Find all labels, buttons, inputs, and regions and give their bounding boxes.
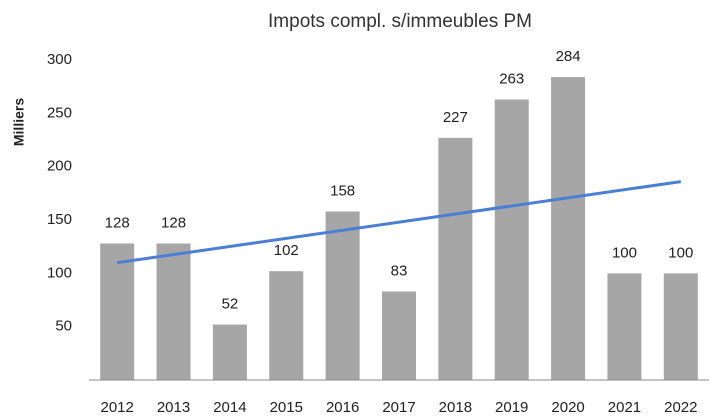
bar bbox=[212, 324, 247, 380]
x-tick-label: 2013 bbox=[157, 399, 190, 416]
x-tick-label: 2015 bbox=[270, 399, 303, 416]
y-tick-label: 100 bbox=[47, 264, 72, 281]
y-tick-label: 150 bbox=[47, 211, 72, 228]
x-tick-label: 2018 bbox=[439, 399, 472, 416]
x-tick-label: 2016 bbox=[326, 399, 359, 416]
x-tick-label: 2020 bbox=[551, 399, 584, 416]
y-tick-label: 250 bbox=[47, 104, 72, 121]
trend-line bbox=[116, 180, 682, 265]
data-label: 128 bbox=[161, 214, 186, 231]
data-label: 128 bbox=[105, 214, 130, 231]
bar bbox=[382, 291, 416, 380]
data-label: 100 bbox=[612, 244, 637, 261]
data-label: 83 bbox=[391, 262, 408, 279]
y-tick-label: 50 bbox=[55, 318, 72, 335]
bar bbox=[551, 77, 586, 381]
bar bbox=[269, 271, 304, 380]
bar bbox=[325, 211, 360, 380]
x-tick-label: 2012 bbox=[100, 399, 133, 416]
y-tick-label: 200 bbox=[47, 158, 72, 175]
x-tick-label: 2022 bbox=[664, 399, 697, 416]
data-label: 227 bbox=[443, 109, 468, 126]
data-label: 284 bbox=[556, 48, 581, 65]
bar bbox=[100, 243, 135, 380]
bar bbox=[663, 273, 698, 380]
data-label: 102 bbox=[274, 242, 299, 259]
x-tick-label: 2021 bbox=[608, 399, 641, 416]
chart-title: Impots compl. s/immeubles PM bbox=[268, 11, 532, 32]
x-tick-label: 2019 bbox=[495, 399, 528, 416]
bar bbox=[156, 243, 191, 380]
data-label: 52 bbox=[222, 296, 239, 313]
bar bbox=[607, 273, 642, 380]
bar bbox=[438, 137, 473, 380]
x-tick-label: 2017 bbox=[382, 399, 415, 416]
data-label: 158 bbox=[330, 182, 355, 199]
x-tick-label: 2014 bbox=[213, 399, 246, 416]
y-tick-label: 300 bbox=[47, 51, 72, 68]
data-label: 263 bbox=[499, 70, 524, 87]
bar bbox=[494, 99, 529, 380]
data-label: 100 bbox=[668, 244, 693, 261]
y-axis-label: Milliers bbox=[11, 98, 27, 146]
